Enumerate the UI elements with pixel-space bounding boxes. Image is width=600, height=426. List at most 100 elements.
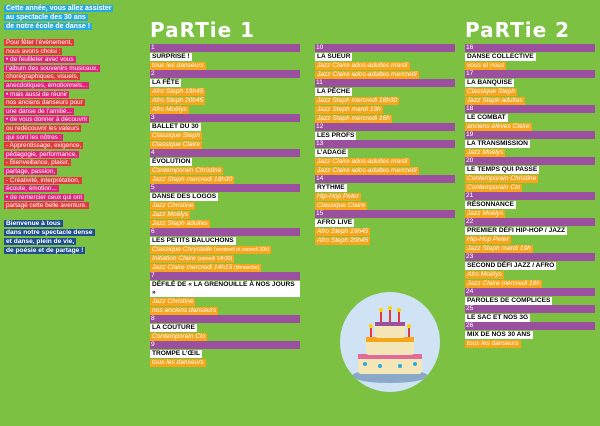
item-performers: Afro Moëlys [465, 271, 504, 279]
item-number-text: 4 [151, 149, 155, 156]
welcome-line-text: et danse, plein de vie, [4, 237, 77, 245]
item-performers: Jazz Claire mercredi 16h [465, 280, 542, 288]
body-line-text: • mais aussi de réunir [4, 90, 70, 98]
item-number-text: 5 [151, 184, 155, 191]
body-line: • de feuilleter avec vous [4, 56, 142, 65]
intro-line-text: de notre école de danse ! [4, 23, 93, 30]
program-item: 7 DÉFILÉ DE « LA GRENOUILLE À NOS JOURS »… [150, 272, 300, 315]
item-performers: Jazz Steph adultes [465, 97, 525, 105]
body-line-text: partagé cette belle aventure. [4, 202, 90, 210]
program-item: 2 LA FÊTE Afro Steph 19h45 Afro Steph 20h45… [150, 70, 300, 114]
body-line-text: chorégraphiques, visuels, [4, 73, 81, 81]
item-title: RÉSONNANCE [465, 201, 516, 209]
intro-panel: Cette année, vous allez assister au spect… [4, 4, 142, 255]
item-title: LA COUTURE [150, 324, 197, 332]
welcome-line: Bienvenue à tous [4, 219, 142, 228]
body-line: une danse de l’amitié... [4, 107, 142, 117]
program-item: 19 LA TRANSMISSION Jazz Moëlys [465, 131, 595, 157]
body-line: • mais aussi de réunir [4, 90, 142, 100]
item-number: 18 [465, 105, 595, 113]
welcome-line-text: Bienvenue à tous [4, 219, 63, 227]
item-number: 10 [315, 44, 455, 52]
body-line: partagé cette belle aventure. [4, 202, 142, 211]
item-title: DANSE DES LOGOS [150, 193, 219, 201]
item-performers: tous les danseurs [150, 359, 206, 367]
item-performers: Jazz Steph mardi 19h [465, 245, 533, 253]
item-performers: Afro Steph 20h45 [150, 97, 206, 105]
body-line: pédagogie, performance, [4, 150, 142, 160]
program-item: 11 LA PÊCHE Jazz Steph mercredi 18h30 Jazz … [315, 79, 455, 123]
item-performers: Jazz Claire ados-adultes mercredi [315, 167, 419, 175]
program-item: 17 LA BANQUISE Classique Steph Jazz Steph a… [465, 70, 595, 105]
item-number-text: 24 [466, 288, 474, 295]
item-performers: tous les danseurs [465, 340, 521, 348]
program-item: 24 PAROLES DE COMPLICES [465, 288, 595, 305]
item-performers: Afro Moëlys [150, 106, 189, 114]
item-performers: Classique Claire [315, 202, 368, 210]
item-performers: Initiation Claire (samedi 14h30) [150, 255, 235, 263]
item-number-text: 15 [316, 210, 324, 217]
program-item: 23 SECOND DÉFI JAZZ / AFRO Afro Moëlys Jazz… [465, 253, 595, 288]
body-line-text: pédagogie, performance, [4, 150, 80, 158]
item-performers: Jazz Claire ados-adultes mardi [315, 158, 410, 166]
program-column-2: 10 LA SUEUR Jazz Claire ados-adultes mardi… [315, 44, 455, 245]
program-column-1: 1 SURPRISE ! tous les danseurs 2 LA FÊTE Afro… [150, 44, 300, 367]
item-performers: Jazz Claire ados-adultes mardi [315, 62, 410, 70]
intro-text: Cette année, vous allez assister au spect… [4, 4, 142, 31]
item-number-text: 1 [151, 44, 155, 51]
item-performers: Classique Steph [465, 88, 518, 96]
item-number: 15 [315, 210, 455, 218]
item-performers: Contemporain Christine [150, 167, 224, 175]
item-number-text: 6 [151, 228, 155, 235]
item-title: MIX DE NOS 30 ANS [465, 331, 533, 339]
program-item: 16 DANSE COLLECTIVE vous et nous [465, 44, 595, 70]
item-title: ÉVOLUTION [150, 158, 193, 166]
item-number: 9 [150, 341, 300, 349]
body-line: • de remercier ceux qui ont [4, 193, 142, 203]
item-number-text: 19 [466, 131, 474, 138]
performer-note: (dimanche) [234, 265, 260, 271]
welcome-line: et danse, plein de vie, [4, 237, 142, 246]
body-line-text: partage, passion, [4, 167, 58, 175]
item-number: 19 [465, 131, 595, 139]
item-title: SECOND DÉFI JAZZ / AFRO [465, 262, 557, 270]
body-line-text: écoute, émotion... [4, 185, 59, 193]
body-line: écoute, émotion... [4, 185, 142, 194]
body-line: partage, passion, [4, 167, 142, 177]
program-item: 3 BALLET DU 30 Classique Steph Classique Cl… [150, 114, 300, 149]
body-line-text: • de vous donner à découvrir [4, 116, 90, 124]
item-performers: Jazz Moëlys [465, 210, 506, 218]
item-number: 3 [150, 114, 300, 122]
item-title: PAROLES DE COMPLICES [465, 297, 553, 305]
body-line-text: ou redécouvrir les valeurs [4, 124, 82, 132]
item-performers: Contemporain Clo [465, 184, 523, 192]
intro-line: de notre école de danse ! [4, 22, 142, 31]
item-performers: Jazz Steph adultes [150, 220, 210, 228]
item-number: 14 [315, 175, 455, 183]
program-item: 9 TROMPE L’ŒIL tous les danseurs [150, 341, 300, 367]
item-title: LE COMBAT [465, 114, 508, 122]
body-line: - Apprentissage, exigence, [4, 142, 142, 151]
item-number: 16 [465, 44, 595, 52]
item-performers: Jazz Christine [150, 298, 196, 306]
program-item: 15 AFRO LIVE Afro Steph 19h45 Afro Steph 20… [315, 210, 455, 245]
item-performers: Afro Steph 19h45 [150, 88, 206, 96]
item-number-text: 2 [151, 70, 155, 77]
program-item: 18 LE COMBAT anciens élèves Claire [465, 105, 595, 131]
item-performers: vous et nous [465, 62, 507, 70]
item-performers: Contemporain Christine [465, 175, 539, 183]
item-number-text: 16 [466, 44, 474, 51]
item-performers: anciens élèves Claire [465, 123, 532, 131]
item-number-text: 21 [466, 192, 474, 199]
program-item: 5 DANSE DES LOGOS Jazz Christine Jazz Moëly… [150, 184, 300, 228]
item-number: 1 [150, 44, 300, 52]
item-number-text: 7 [151, 272, 155, 279]
item-number: 4 [150, 149, 300, 157]
body-line-text: - Créativité, interprétation, [4, 176, 82, 184]
item-title: LA PÊCHE [315, 88, 353, 96]
item-title: LA TRANSMISSION [465, 140, 530, 148]
item-performers: Jazz Steph mercredi 16h [315, 115, 392, 123]
welcome-line-text: dans notre spectacle dense [4, 228, 95, 236]
body-line: nos anciens danseurs pour [4, 99, 142, 108]
program-item: 10 LA SUEUR Jazz Claire ados-adultes mardi… [315, 44, 455, 79]
